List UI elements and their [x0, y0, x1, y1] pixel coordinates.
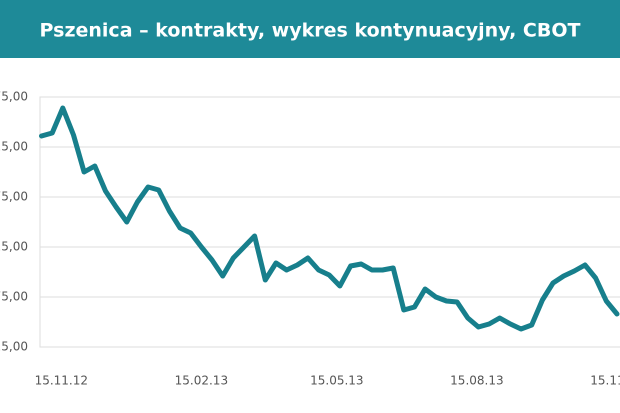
y-tick-label: 775,00: [0, 190, 28, 204]
chart-title: Pszenica – kontrakty, wykres kontynuacyj…: [40, 20, 581, 42]
y-tick-label: 875,00: [0, 90, 28, 104]
y-tick-label: 825,00: [0, 140, 28, 154]
x-tick-label: 15.11.13: [590, 374, 620, 388]
x-tick-label: 15.08.13: [450, 374, 503, 388]
price-line: [39, 105, 620, 332]
y-tick-label: 725,00: [0, 240, 28, 254]
x-tick-label: 15.11.12: [35, 374, 88, 388]
x-tick-label: 15.05.13: [310, 374, 363, 388]
x-tick-label: 15.02.13: [175, 374, 228, 388]
y-tick-label: 625,00: [0, 340, 28, 354]
header-bar: [0, 0, 620, 58]
y-tick-label: 675,00: [0, 290, 28, 304]
